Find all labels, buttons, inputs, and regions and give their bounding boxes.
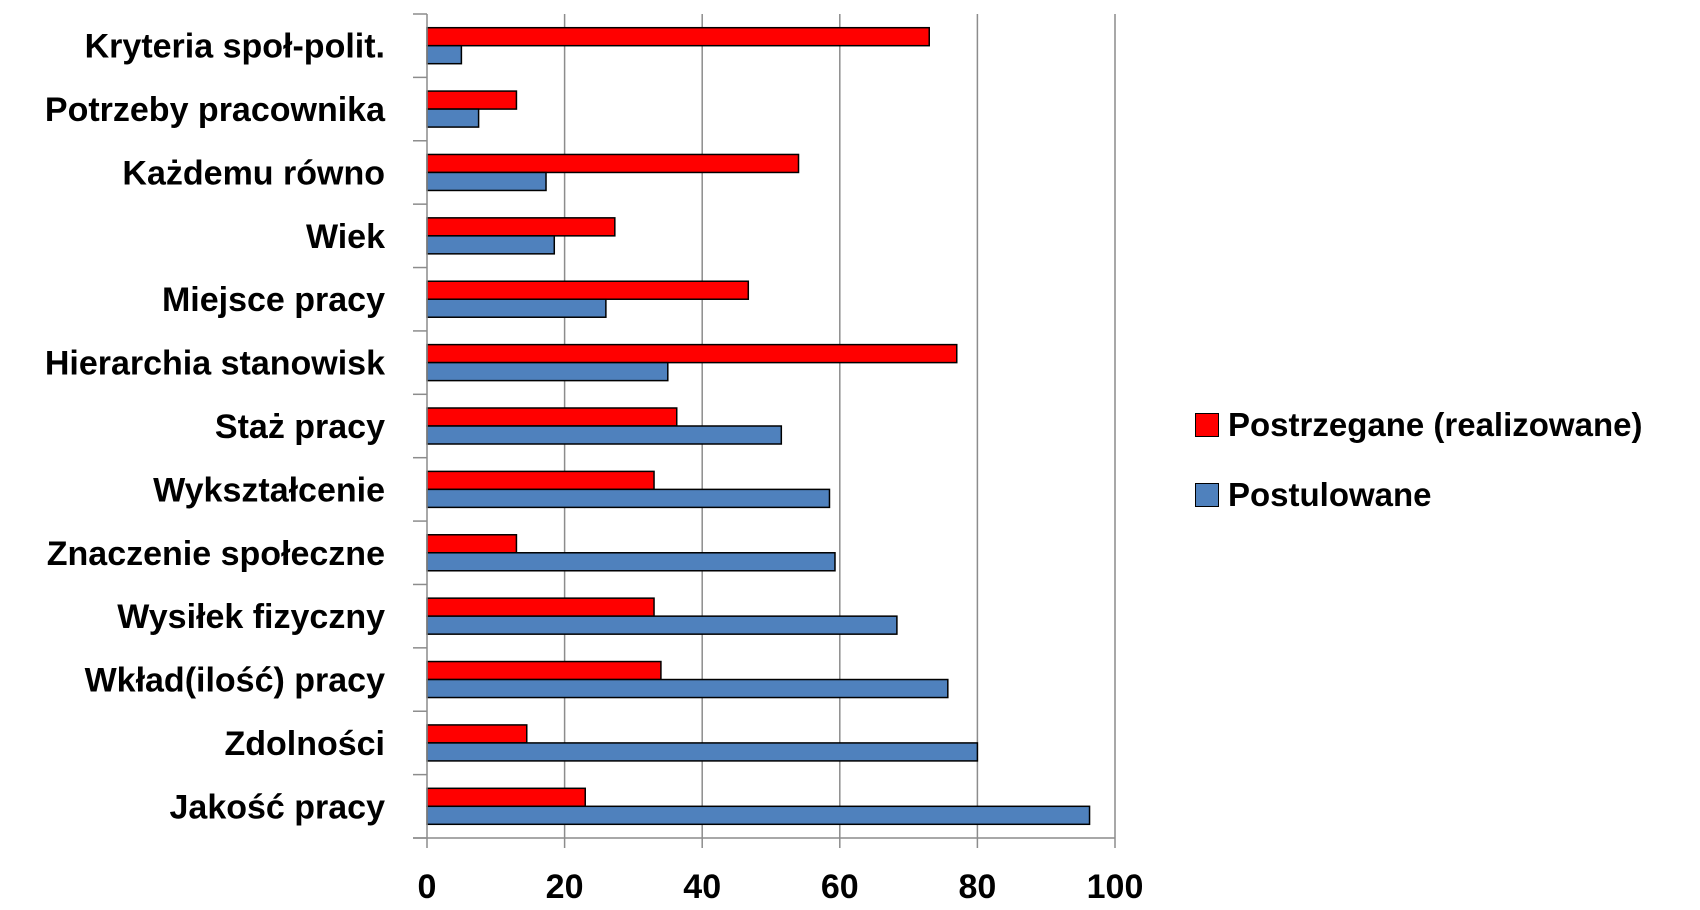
- category-label: Każdemu równo: [122, 154, 385, 192]
- bar-postrzegane: [426, 787, 586, 808]
- gridlines: [563, 14, 1116, 838]
- legend-swatch-postulowane: [1195, 483, 1219, 507]
- category-label: Zdolności: [224, 725, 385, 763]
- legend-label-postrzegane: Postrzegane (realizowane): [1228, 406, 1643, 443]
- x-tick-label: 60: [821, 868, 859, 906]
- category-label: Wysiłek fizyczny: [117, 598, 385, 636]
- bar-postrzegane: [426, 280, 750, 300]
- bar-postrzegane: [426, 724, 528, 744]
- legend-label-postulowane: Postulowane: [1228, 476, 1432, 513]
- x-tick-label: 100: [1087, 868, 1144, 906]
- bar-postulowane: [426, 488, 831, 509]
- bar-postrzegane: [426, 660, 662, 681]
- category-label: Wykształcenie: [153, 471, 385, 509]
- bar-postulowane: [426, 361, 669, 382]
- bar-postulowane: [426, 298, 607, 318]
- category-label: Znaczenie społeczne: [47, 535, 385, 573]
- bar-postulowane: [426, 678, 949, 699]
- category-label: Hierarchia stanowisk: [45, 345, 385, 383]
- bar-postulowane: [426, 742, 979, 762]
- bar-postrzegane: [426, 153, 800, 174]
- category-label: Potrzeby pracownika: [45, 91, 386, 129]
- category-label: Wkład(ilość) pracy: [85, 662, 386, 700]
- bars: [426, 26, 1091, 826]
- category-labels: Jakość pracy Zdolności Wkład(ilość) pracy W…: [45, 28, 386, 827]
- bar-postulowane: [426, 235, 556, 255]
- bar-postrzegane: [426, 90, 518, 110]
- x-tick-label: 80: [958, 868, 996, 906]
- bar-postulowane: [426, 44, 463, 65]
- axes: [413, 13, 1116, 848]
- x-tick-label: 40: [683, 868, 721, 906]
- legend-item-postulowane: Postulowane: [1195, 473, 1642, 517]
- x-tick-label: 20: [546, 868, 584, 906]
- bar-postrzegane: [426, 407, 678, 427]
- bar-postrzegane: [426, 217, 616, 237]
- bar-postrzegane: [426, 26, 930, 47]
- bar-postrzegane: [426, 534, 518, 554]
- bar-postulowane: [426, 171, 547, 192]
- bar-postulowane: [426, 108, 480, 128]
- legend-item-postrzegane: Postrzegane (realizowane): [1195, 403, 1642, 447]
- x-tick-label: 0: [418, 868, 437, 906]
- bar-postrzegane: [426, 597, 655, 617]
- x-tick-labels: 0 20 40 60 80 100: [418, 868, 1144, 906]
- bar-postulowane: [426, 425, 783, 445]
- bar-postrzegane: [426, 343, 958, 364]
- category-label: Jakość pracy: [170, 788, 386, 826]
- category-label: Wiek: [306, 218, 385, 256]
- bar-postulowane: [426, 805, 1091, 826]
- bar-postulowane: [426, 552, 836, 572]
- category-label: Miejsce pracy: [162, 281, 385, 319]
- bar-postrzegane: [426, 470, 655, 491]
- legend-swatch-postrzegane: [1195, 413, 1219, 437]
- legend: Postrzegane (realizowane) Postulowane: [1195, 403, 1642, 543]
- bar-postulowane: [426, 615, 898, 635]
- category-label: Kryteria społ-polit.: [85, 28, 385, 66]
- category-label: Staż pracy: [215, 408, 385, 446]
